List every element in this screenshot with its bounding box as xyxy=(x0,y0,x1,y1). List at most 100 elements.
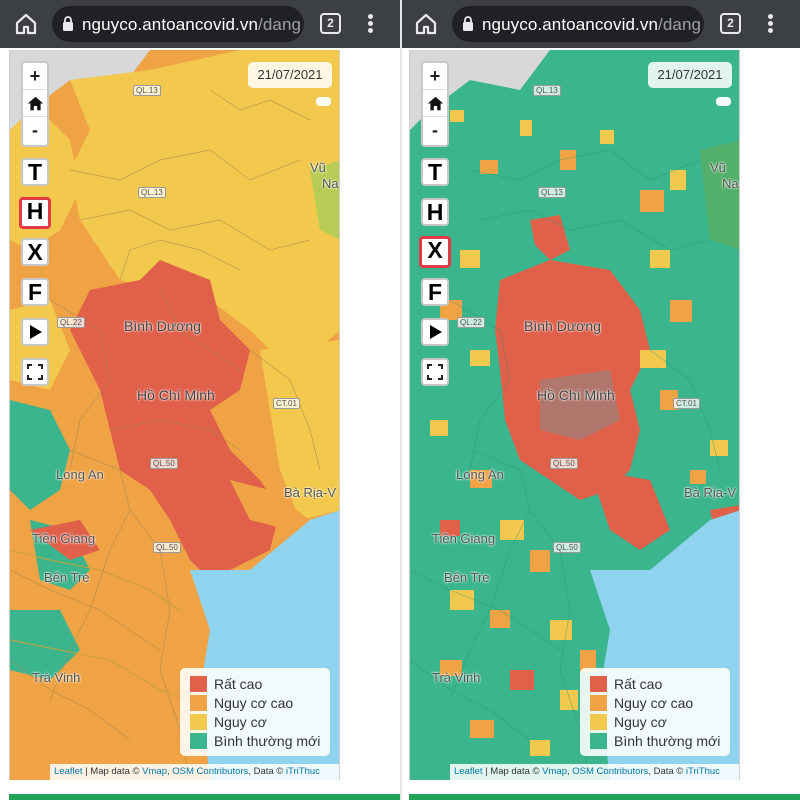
map-region-medium-light xyxy=(310,160,339,240)
place-label-ben-tre: Bến Tre xyxy=(444,570,490,585)
zoom-out-button[interactable]: - xyxy=(32,120,38,140)
osm-link[interactable]: OSM Contributors xyxy=(172,766,249,777)
place-label-long-an: Long An xyxy=(456,467,504,482)
place-label-ho-chi-minh: Hồ Chí Minh xyxy=(537,387,615,403)
legend-item: Nguy cơ xyxy=(186,712,324,731)
road-label: CT.01 xyxy=(673,398,700,409)
leaflet-link[interactable]: Leaflet xyxy=(54,766,83,777)
map-region-medium xyxy=(260,340,339,520)
attribution-text: , Data © xyxy=(248,766,286,777)
home-icon xyxy=(427,96,443,111)
home-icon[interactable] xyxy=(14,12,38,36)
place-label: Vũ xyxy=(310,160,326,175)
legend-item: Nguy cơ cao xyxy=(586,693,724,712)
place-label-binh-duong: Bình Dương xyxy=(524,318,601,334)
map-home-button[interactable] xyxy=(423,90,447,117)
attribution-text: | Map data © xyxy=(482,766,543,777)
map-canvas[interactable] xyxy=(410,50,740,780)
more-menu-icon[interactable] xyxy=(764,12,776,36)
road-label: QL.22 xyxy=(57,317,85,328)
layer-button-f[interactable]: F xyxy=(421,278,449,306)
legend-item: Nguy cơ cao xyxy=(186,693,324,712)
map-urban-core xyxy=(540,370,620,440)
layer-button-x[interactable]: X xyxy=(419,236,451,268)
place-label-tien-giang: Tiền Giang xyxy=(32,531,96,546)
place-label-ba-ria: Bà Rịa-V xyxy=(284,485,337,500)
fullscreen-button[interactable] xyxy=(421,358,449,386)
risk-map[interactable]: Vũ Na Bình Dương Hồ Chí Minh Long An Bà … xyxy=(9,50,340,780)
lock-icon xyxy=(63,16,73,31)
attribution-text: | Map data © xyxy=(82,766,143,777)
layer-button-h[interactable]: H xyxy=(421,198,449,226)
toggle-indicator[interactable] xyxy=(316,97,331,106)
place-label: Na xyxy=(722,176,739,191)
vmap-link[interactable]: Vmap xyxy=(142,766,167,777)
zoom-control: + - xyxy=(421,61,449,147)
map-region-very-high xyxy=(590,470,670,550)
zoom-in-button[interactable]: + xyxy=(423,63,447,90)
play-button[interactable] xyxy=(21,318,49,346)
road-label: CT.01 xyxy=(273,398,300,409)
map-region-very-high xyxy=(70,260,280,580)
map-attribution: Leaflet | Map data © Vmap, OSM Contribut… xyxy=(450,764,739,780)
risk-map[interactable]: Vũ Na Bình Dương Hồ Chí Minh Long An Bà … xyxy=(409,50,740,780)
map-region-medium xyxy=(70,50,339,370)
vmap-link[interactable]: Vmap xyxy=(542,766,567,777)
map-attribution: Leaflet | Map data © Vmap, OSM Contribut… xyxy=(50,764,339,780)
map-rivers xyxy=(10,549,191,701)
legend-label: Nguy cơ xyxy=(214,714,267,730)
layer-button-f[interactable]: F xyxy=(21,278,49,306)
legend-label: Rất cao xyxy=(614,676,663,692)
lock-icon xyxy=(463,16,473,31)
date-badge: 21/07/2021 xyxy=(248,62,332,88)
legend-swatch-high xyxy=(190,695,207,711)
place-label-tra-vinh: Trà Vinh xyxy=(32,670,81,685)
tab-count-button[interactable]: 2 xyxy=(320,13,341,34)
page-accent-bar xyxy=(9,794,400,800)
url-text: nguyco.antoancovid.vn/dang xyxy=(82,15,302,34)
road-label: QL.22 xyxy=(457,317,485,328)
play-icon xyxy=(430,325,442,339)
legend-item: Nguy cơ xyxy=(586,712,724,731)
toggle-indicator[interactable] xyxy=(716,97,731,106)
legend-swatch-normal xyxy=(590,733,607,749)
page-accent-bar xyxy=(409,794,800,800)
road-label: QL.13 xyxy=(133,85,161,96)
map-region-very-high xyxy=(30,520,100,560)
road-label: QL.50 xyxy=(553,542,581,553)
legend-label: Bình thường mới xyxy=(214,733,321,749)
play-button[interactable] xyxy=(421,318,449,346)
map-home-button[interactable] xyxy=(23,90,47,117)
layer-button-h[interactable]: H xyxy=(19,197,51,229)
osm-link[interactable]: OSM Contributors xyxy=(572,766,649,777)
tab-count-button[interactable]: 2 xyxy=(720,13,741,34)
address-bar[interactable]: nguyco.antoancovid.vn/dang xyxy=(452,6,704,42)
itrithuc-link[interactable]: iTriThuc xyxy=(285,766,320,777)
play-icon xyxy=(30,325,42,339)
more-menu-icon[interactable] xyxy=(364,12,376,36)
place-label: Na xyxy=(322,176,339,191)
legend-swatch-very-high xyxy=(590,676,607,692)
zoom-in-button[interactable]: + xyxy=(23,63,47,90)
map-region-normal xyxy=(10,400,70,510)
fullscreen-button[interactable] xyxy=(21,358,49,386)
zoom-out-button[interactable]: - xyxy=(432,120,438,140)
leaflet-link[interactable]: Leaflet xyxy=(454,766,483,777)
legend-label: Nguy cơ cao xyxy=(214,695,294,711)
attribution-text: , Data © xyxy=(648,766,686,777)
legend-label: Rất cao xyxy=(214,676,263,692)
layer-button-t[interactable]: T xyxy=(21,158,49,186)
page-margin xyxy=(340,50,400,780)
itrithuc-link[interactable]: iTriThuc xyxy=(685,766,720,777)
address-bar[interactable]: nguyco.antoancovid.vn/dang xyxy=(52,6,304,42)
right-phone-pane: nguyco.antoancovid.vn/dang 2 xyxy=(400,0,800,800)
road-label: QL.50 xyxy=(150,458,178,469)
map-legend: Rất cao Nguy cơ cao Nguy cơ Bình thường … xyxy=(180,668,330,756)
legend-item: Rất cao xyxy=(186,674,324,693)
layer-button-x[interactable]: X xyxy=(21,238,49,266)
home-icon[interactable] xyxy=(414,12,438,36)
layer-button-t[interactable]: T xyxy=(421,158,449,186)
legend-label: Nguy cơ xyxy=(614,714,667,730)
place-label-binh-duong: Bình Dương xyxy=(124,318,201,334)
legend-item: Rất cao xyxy=(586,674,724,693)
